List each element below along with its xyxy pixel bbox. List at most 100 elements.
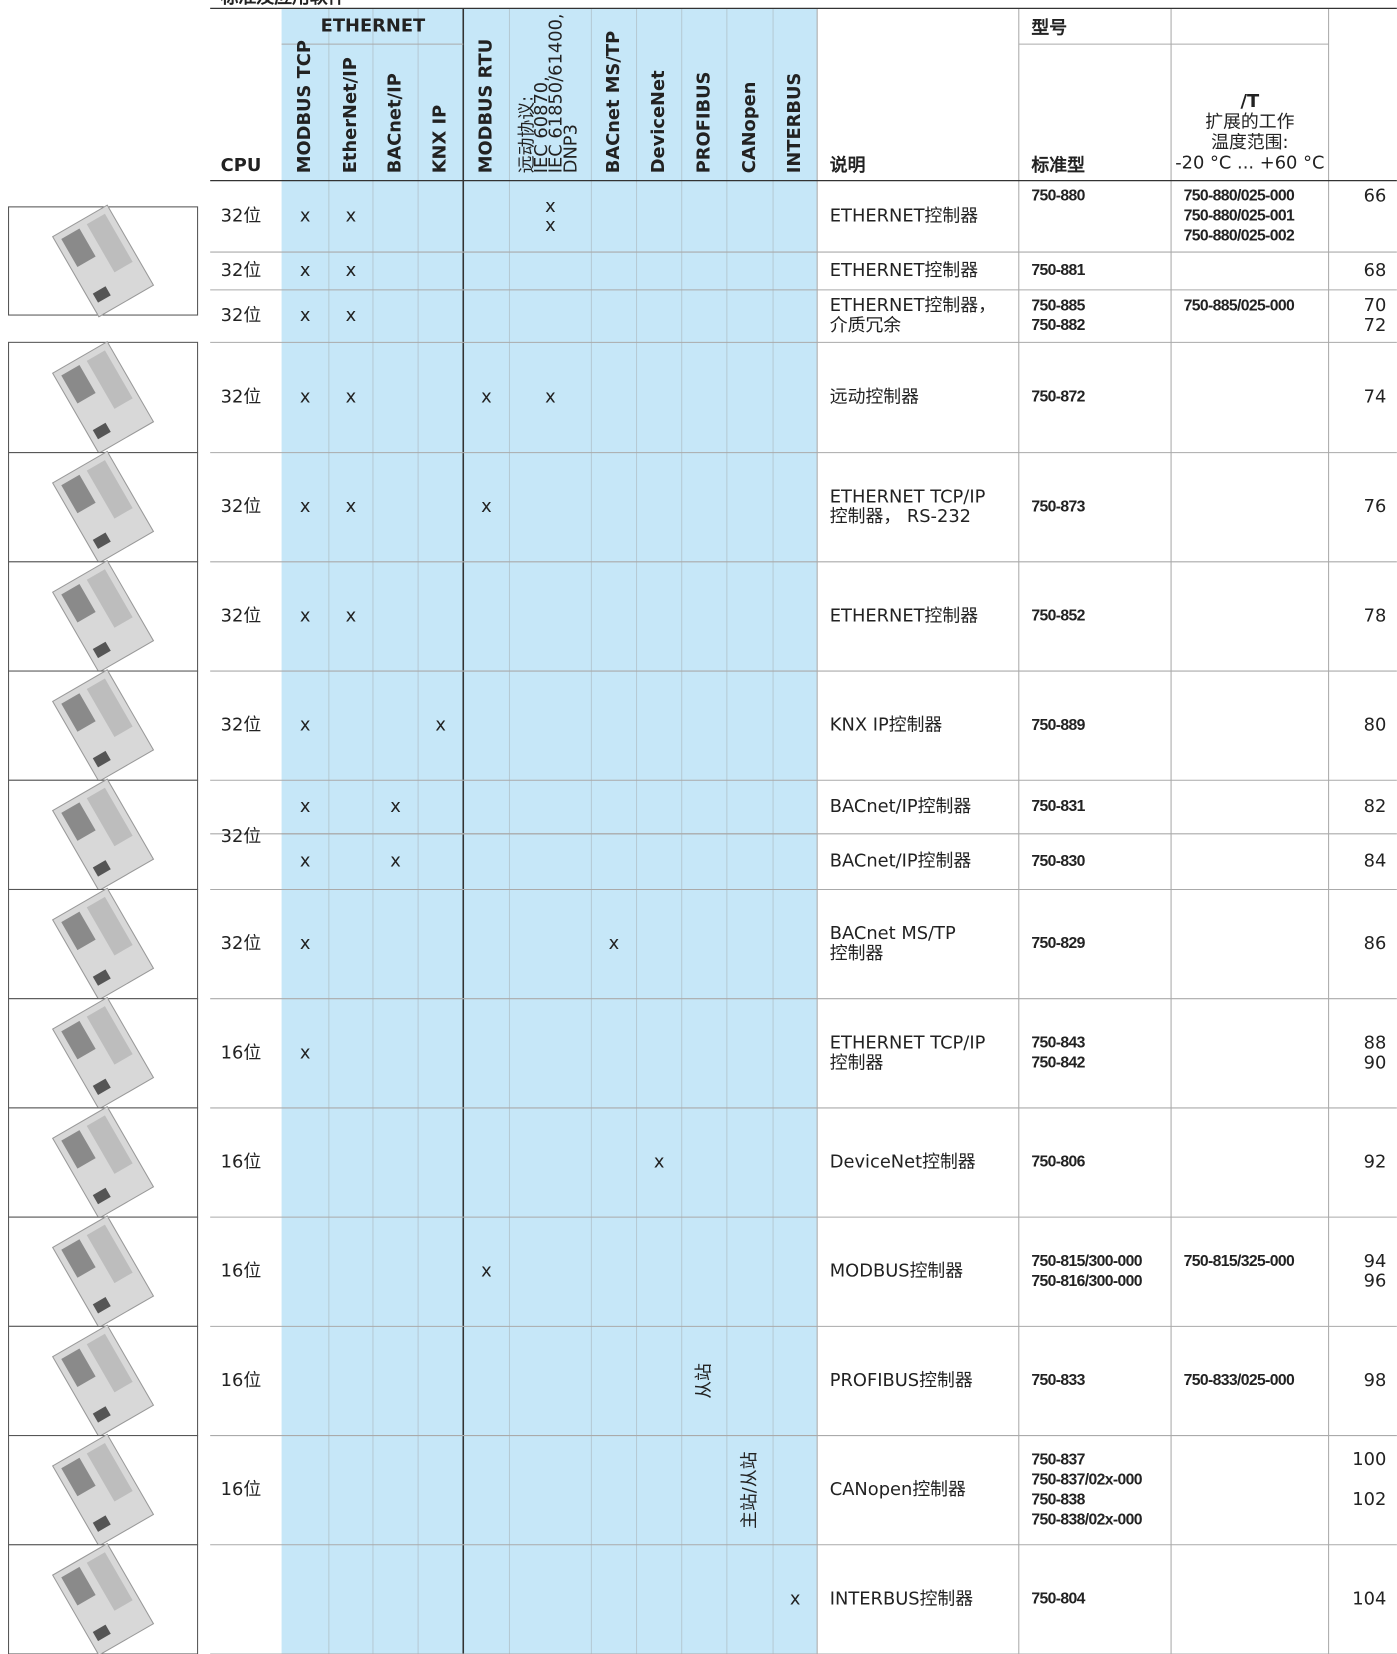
description: 远动控制器 bbox=[830, 386, 919, 407]
description: INTERBUS控制器 bbox=[830, 1588, 973, 1609]
page-number: 104 bbox=[1352, 1588, 1386, 1609]
protocol-mark: x bbox=[346, 260, 357, 281]
product-image bbox=[51, 1542, 155, 1654]
standard-model: 750-885 bbox=[1031, 297, 1085, 314]
protocol-mark: x bbox=[346, 496, 357, 517]
page-number: 70 bbox=[1364, 295, 1387, 316]
protocol-mark: x bbox=[481, 496, 492, 517]
description: 控制器， RS-232 bbox=[830, 506, 971, 527]
protocol-header: DeviceNet bbox=[648, 70, 669, 173]
protocol-mark: x bbox=[481, 1261, 492, 1282]
protocol-header: MODBUS TCP bbox=[294, 40, 315, 173]
protocol-header: PROFIBUS bbox=[693, 72, 714, 174]
protocol-band bbox=[281, 8, 818, 1654]
standard-model: 750-852 bbox=[1031, 608, 1085, 625]
page-number: 72 bbox=[1364, 315, 1387, 336]
page-number: 88 bbox=[1364, 1032, 1387, 1053]
protocol-header: IEC 60870, bbox=[531, 76, 552, 173]
page-number: 96 bbox=[1364, 1271, 1387, 1292]
extended-model: 750-880/025-002 bbox=[1184, 227, 1295, 244]
protocol-header: INTERBUS bbox=[784, 73, 805, 174]
cpu-cell: 16位 bbox=[221, 1479, 262, 1500]
description: ETHERNET控制器 bbox=[830, 260, 978, 281]
extended-header: 扩展的工作 bbox=[1205, 111, 1294, 132]
extended-header: -20 °C ... +60 °C bbox=[1175, 152, 1324, 173]
model-group: 型号 bbox=[1031, 16, 1067, 38]
page-number: 86 bbox=[1364, 933, 1387, 954]
standard-model: 750-816/300-000 bbox=[1031, 1273, 1142, 1290]
product-image bbox=[51, 1106, 155, 1220]
cpu-cell: 32位 bbox=[221, 386, 262, 407]
page-number: 78 bbox=[1364, 605, 1387, 626]
standard-model: 750-889 bbox=[1031, 717, 1085, 734]
protocol-mark: x bbox=[481, 386, 492, 407]
extended-model: 750-880/025-001 bbox=[1184, 207, 1295, 224]
product-image bbox=[51, 340, 155, 454]
extended-model: 750-815/325-000 bbox=[1184, 1253, 1295, 1270]
page-number: 82 bbox=[1364, 796, 1387, 817]
cpu-cell: 32位 bbox=[221, 715, 262, 736]
page-number: 90 bbox=[1364, 1052, 1387, 1073]
product-image bbox=[51, 1215, 155, 1329]
description: 介质冗余 bbox=[830, 315, 902, 336]
protocol-mark: x bbox=[545, 215, 556, 236]
product-image bbox=[51, 1433, 155, 1547]
page-number: 80 bbox=[1364, 715, 1387, 736]
product-image bbox=[51, 996, 155, 1110]
description: CANopen控制器 bbox=[830, 1479, 966, 1500]
standard-model: 750-880 bbox=[1031, 188, 1085, 205]
protocol-mark: x bbox=[300, 496, 311, 517]
description: ETHERNET TCP/IP bbox=[830, 1032, 986, 1053]
protocol-header: MODBUS RTU bbox=[475, 39, 496, 174]
protocol-header: KNX IP bbox=[430, 105, 451, 173]
page-number: 76 bbox=[1364, 496, 1387, 517]
standard-model: 750-833 bbox=[1031, 1372, 1085, 1389]
standard-model: 750-843 bbox=[1031, 1034, 1085, 1051]
standard-model: 750-806 bbox=[1031, 1154, 1085, 1171]
ethernet-group: ETHERNET bbox=[321, 15, 426, 36]
cpu-cell: 16位 bbox=[221, 1261, 262, 1282]
cpu-cell: 32位 bbox=[221, 605, 262, 626]
extended-model: 750-833/025-000 bbox=[1184, 1372, 1295, 1389]
product-image bbox=[51, 559, 155, 673]
standard-model: 750-872 bbox=[1031, 389, 1085, 406]
description: DeviceNet控制器 bbox=[830, 1152, 976, 1173]
page-number: 68 bbox=[1364, 260, 1387, 281]
protocol-mark: x bbox=[300, 1042, 311, 1063]
standard-model: 750-837 bbox=[1031, 1451, 1085, 1468]
product-image bbox=[51, 204, 155, 318]
description: BACnet MS/TP bbox=[830, 923, 956, 944]
page-number: 84 bbox=[1364, 851, 1387, 872]
protocol-mark: x bbox=[300, 205, 311, 226]
protocol-mark: x bbox=[390, 796, 401, 817]
standard-model: 750-804 bbox=[1031, 1591, 1085, 1608]
protocol-header: BACnet MS/TP bbox=[603, 31, 624, 173]
standard-model: 750-837/02x-000 bbox=[1031, 1471, 1142, 1488]
description: MODBUS控制器 bbox=[830, 1261, 963, 1282]
page-number: 98 bbox=[1364, 1370, 1387, 1391]
product-image bbox=[51, 669, 155, 783]
protocol-mark: x bbox=[790, 1588, 801, 1609]
protocol-mark: x bbox=[609, 933, 620, 954]
protocol-header: DNP3 bbox=[560, 124, 581, 173]
standard-model: 750-881 bbox=[1031, 262, 1085, 279]
protocol-mark: x bbox=[300, 796, 311, 817]
standard-model: 750-882 bbox=[1031, 317, 1085, 334]
protocol-mark: x bbox=[545, 196, 556, 217]
page-number: 66 bbox=[1364, 185, 1387, 206]
protocol-header: EtherNet/IP bbox=[340, 57, 361, 173]
cpu-cell: 32位 bbox=[221, 496, 262, 517]
protocol-header: 远动协议: bbox=[516, 96, 537, 173]
protocol-mark: x bbox=[346, 305, 357, 326]
protocol-mark: x bbox=[346, 386, 357, 407]
standard-model: 750-815/300-000 bbox=[1031, 1253, 1142, 1270]
protocol-mark: x bbox=[300, 851, 311, 872]
cpu-cell: 32位 bbox=[221, 933, 262, 954]
cpu-cell: 16位 bbox=[221, 1152, 262, 1173]
product-image bbox=[51, 1324, 155, 1438]
description: ETHERNET控制器 bbox=[830, 205, 978, 226]
description: BACnet/IP控制器 bbox=[830, 796, 972, 817]
protocol-note: 从站 bbox=[693, 1363, 714, 1399]
standard-model: 750-830 bbox=[1031, 853, 1085, 870]
